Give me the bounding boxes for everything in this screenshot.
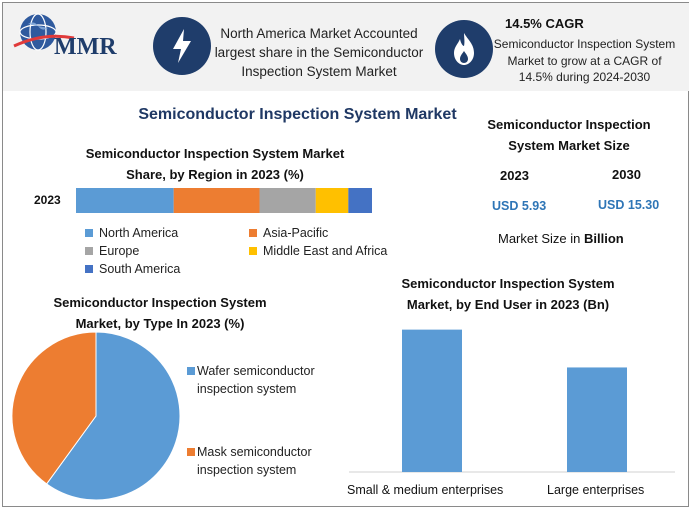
highlight1-badge xyxy=(153,17,211,75)
region-legend-item: South America xyxy=(85,262,180,276)
legend-swatch xyxy=(85,229,93,237)
size-unit-bold: Billion xyxy=(583,231,624,246)
region-chart-title: Semiconductor Inspection System Market S… xyxy=(85,146,345,182)
type-chart-title: Semiconductor Inspection System Market, … xyxy=(53,295,267,331)
legend-swatch xyxy=(187,448,195,456)
region-stacked-bar-chart xyxy=(76,188,372,213)
type-legend-item: Wafer semiconductor inspection system xyxy=(187,362,347,398)
legend-label: North America xyxy=(99,226,179,240)
enduser-category-label: Small & medium enterprises xyxy=(347,483,504,497)
region-bar-segment-europe xyxy=(259,188,316,213)
region-bar-segment-north-america xyxy=(76,188,174,213)
pie-slice-mask xyxy=(11,331,97,485)
legend-label: Mask semiconductor inspection system xyxy=(197,445,312,477)
highlight1-text: North America Market Accounted largest s… xyxy=(214,26,424,79)
size-unit-prefix: Market Size in xyxy=(498,231,584,246)
type-pie-chart xyxy=(11,331,181,501)
legend-label: South America xyxy=(99,262,181,276)
size-value-2023: USD 5.93 xyxy=(492,199,547,213)
enduser-bar-chart xyxy=(349,329,675,473)
legend-label: Europe xyxy=(99,244,140,258)
pie-slice-wafer xyxy=(45,331,181,501)
logo-text: MMR xyxy=(54,34,117,60)
size-value-2030: USD 15.30 xyxy=(598,198,660,212)
lightning-icon xyxy=(173,29,191,63)
highlight2-badge xyxy=(435,20,493,78)
logo: MMR xyxy=(13,13,117,60)
legend-swatch xyxy=(187,367,195,375)
region-category-label: 2023 xyxy=(34,193,61,207)
flame-icon xyxy=(454,33,474,65)
legend-swatch xyxy=(85,247,93,255)
main-title: Semiconductor Inspection System Market xyxy=(138,106,457,123)
legend-label: Middle East and Africa xyxy=(263,244,388,258)
header-band xyxy=(3,3,689,91)
cagr-title: 14.5% CAGR xyxy=(505,16,584,31)
region-bar-segment-middle-east-and-africa xyxy=(315,188,349,213)
region-bar-segment-south-america xyxy=(348,188,372,213)
region-legend-item: Europe xyxy=(85,244,139,258)
legend-swatch xyxy=(249,229,257,237)
region-legend-item: Asia-Pacific xyxy=(249,226,328,240)
legend-label: Wafer semiconductor inspection system xyxy=(197,364,315,396)
legend-label: Asia-Pacific xyxy=(263,226,329,240)
region-bar-segment-asia-pacific xyxy=(173,188,260,213)
region-legend-item: Middle East and Africa xyxy=(249,244,387,258)
legend-swatch xyxy=(85,265,93,273)
legend-swatch xyxy=(249,247,257,255)
enduser-chart-title: Semiconductor Inspection System Market, … xyxy=(401,276,615,312)
enduser-bar-large-enterprises xyxy=(567,367,627,472)
type-legend-item: Mask semiconductor inspection system xyxy=(187,443,347,479)
size-year-2023: 2023 xyxy=(500,168,529,183)
size-unit: Market Size in Billion xyxy=(498,231,624,246)
size-panel-title: Semiconductor Inspection System Market S… xyxy=(487,117,651,153)
region-legend-item: North America xyxy=(85,226,178,240)
highlight2-text: Semiconductor Inspection System Market t… xyxy=(493,37,676,84)
globe-icon xyxy=(13,13,75,51)
enduser-bar-small-medium-enterprises xyxy=(402,329,462,472)
size-year-2030: 2030 xyxy=(612,167,641,182)
enduser-category-label: Large enterprises xyxy=(547,483,645,497)
